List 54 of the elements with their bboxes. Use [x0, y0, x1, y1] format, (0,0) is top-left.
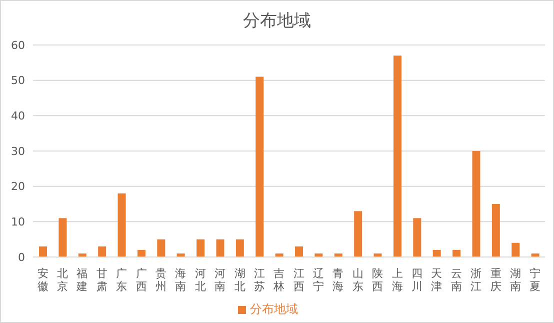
x-tick-label: 云南 [450, 267, 462, 293]
x-tick-label: 山东 [352, 267, 364, 293]
x-tick-label: 陕西 [372, 267, 384, 293]
y-tick-label: 10 [11, 216, 25, 229]
x-tick-label: 河北 [194, 267, 206, 293]
bar [137, 250, 146, 257]
y-tick-label: 30 [11, 144, 25, 158]
x-tick-label: 辽宁 [313, 267, 324, 293]
bar [58, 218, 67, 257]
x-tick-label: 湖南 [510, 267, 521, 293]
bar [354, 211, 362, 257]
y-tick-label: 60 [11, 38, 25, 52]
x-tick-label: 河南 [214, 267, 226, 293]
bar [393, 56, 402, 257]
y-tick-label: 20 [11, 180, 25, 194]
y-tick-label: 40 [11, 110, 25, 123]
bar [39, 246, 47, 257]
bar [196, 239, 205, 257]
x-tick-label: 湖北 [234, 267, 246, 293]
x-tick-label: 上海 [392, 267, 403, 293]
x-tick-label: 贵州 [156, 267, 166, 293]
x-tick-label: 天津 [431, 267, 442, 293]
x-tick-label: 福建 [76, 267, 88, 293]
bar [492, 204, 500, 257]
x-tick-label: 吉林 [272, 267, 285, 293]
bar [295, 246, 303, 257]
y-tick-label: 0 [18, 250, 25, 264]
x-tick-label: 安徽 [37, 267, 48, 293]
x-tick-label: 江西 [293, 267, 304, 293]
bar [452, 250, 461, 257]
x-tick-label: 北京 [57, 267, 68, 293]
x-tick-label: 广西 [136, 267, 147, 293]
x-tick-label: 四川 [412, 267, 422, 293]
x-tick-label: 宁夏 [530, 267, 541, 293]
x-tick-label: 甘肃 [96, 267, 108, 293]
x-tick-label: 重庆 [490, 267, 502, 293]
bar [98, 246, 106, 257]
bar [236, 239, 244, 257]
legend-label: 分布地域 [250, 302, 298, 316]
bar [216, 239, 224, 257]
bar [472, 151, 480, 257]
y-tick-label: 50 [11, 74, 25, 88]
x-tick-label: 青海 [332, 267, 344, 293]
x-tick-label: 江苏 [254, 267, 265, 293]
bar [256, 76, 264, 257]
bar [432, 250, 441, 257]
bar [512, 242, 520, 257]
bar [157, 239, 166, 257]
chart-title: 分布地域 [242, 10, 312, 32]
x-tick-label: 广东 [116, 267, 128, 293]
bar [118, 193, 126, 257]
bar [413, 218, 422, 257]
x-tick-label: 浙江 [470, 267, 482, 293]
x-tick-label: 海南 [175, 267, 186, 293]
